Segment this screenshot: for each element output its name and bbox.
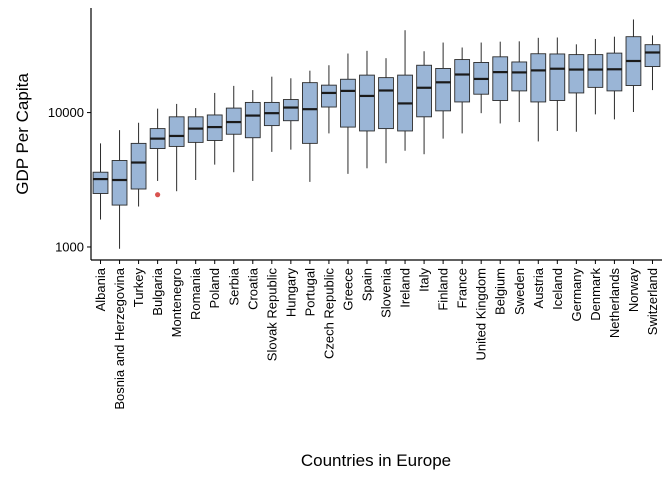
- box-iqr: [606, 52, 623, 92]
- x-tick-label: Denmark: [588, 268, 603, 321]
- x-tick-label: Serbia: [226, 267, 241, 305]
- box-iqr: [130, 142, 147, 190]
- box-group: [454, 47, 471, 134]
- x-tick-label: Germany: [569, 268, 584, 322]
- box-group: [473, 42, 490, 114]
- x-tick-label: Turkey: [131, 268, 146, 308]
- x-tick-label: Greece: [340, 268, 355, 311]
- box-iqr: [359, 74, 375, 132]
- x-axis-title: Countries in Europe: [301, 451, 451, 470]
- box-group: [92, 143, 109, 220]
- plot-marks: [92, 19, 661, 249]
- box-iqr: [587, 54, 604, 88]
- box-iqr: [340, 78, 356, 128]
- box-group: [340, 53, 356, 174]
- box-group: [530, 37, 547, 142]
- box-iqr: [111, 160, 128, 206]
- y-axis-ticks: 1000 10000: [48, 105, 91, 254]
- x-tick-label: Norway: [626, 268, 641, 313]
- x-axis-ticks: Albania Bosnia and Herzegovina Turkey Bulga…: [93, 260, 660, 410]
- box-group: [568, 44, 585, 132]
- x-tick-label: United Kingdom: [474, 268, 489, 361]
- x-tick-label: Bosnia and Herzegovina: [112, 267, 127, 409]
- box-group: [187, 108, 204, 181]
- box-iqr: [435, 67, 451, 112]
- box-iqr: [549, 53, 566, 101]
- box-group: [206, 92, 223, 165]
- box-group: [587, 38, 604, 115]
- box-group: [549, 37, 566, 131]
- x-tick-label: Slovenia: [379, 267, 394, 318]
- box-group: [606, 36, 623, 120]
- outlier-point: [155, 192, 161, 198]
- x-tick-label: Romania: [188, 267, 203, 320]
- box-iqr: [568, 54, 585, 94]
- box-group: [492, 41, 509, 124]
- box-group: [416, 51, 432, 155]
- y-tick-label: 10000: [48, 105, 84, 120]
- box-iqr: [282, 99, 299, 122]
- box-iqr: [530, 53, 547, 103]
- y-tick-label: 1000: [55, 239, 84, 254]
- box-group: [625, 19, 642, 112]
- x-tick-label: Sweden: [512, 268, 527, 315]
- box-iqr: [92, 171, 109, 194]
- x-tick-label: Switzerland: [645, 268, 660, 335]
- box-group: [302, 70, 318, 182]
- box-group: [111, 130, 128, 249]
- box-iqr: [302, 82, 318, 144]
- box-iqr: [644, 44, 661, 68]
- box-iqr: [511, 61, 528, 92]
- box-group: [644, 35, 661, 91]
- box-group: [263, 76, 280, 152]
- x-tick-label: Montenegro: [169, 268, 184, 337]
- box-iqr: [378, 77, 394, 130]
- x-tick-label: Belgium: [493, 268, 508, 315]
- box-iqr: [168, 116, 185, 147]
- x-tick-label: France: [455, 268, 470, 308]
- box-iqr: [244, 101, 261, 139]
- x-tick-label: Slovak Republic: [264, 268, 279, 362]
- box-iqr: [492, 56, 509, 101]
- x-tick-label: Bulgaria: [150, 267, 165, 315]
- box-group: [435, 42, 451, 139]
- x-tick-label: Italy: [417, 268, 432, 292]
- box-group: [321, 65, 337, 134]
- x-tick-label: Czech Republic: [321, 268, 336, 360]
- box-group: [168, 103, 185, 192]
- box-group: [244, 90, 261, 181]
- x-tick-label: Poland: [207, 268, 222, 308]
- x-tick-label: Ireland: [398, 268, 413, 308]
- box-group: [225, 85, 242, 173]
- box-group: [378, 58, 394, 164]
- x-tick-label: Spain: [359, 268, 374, 301]
- x-tick-label: Austria: [531, 267, 546, 308]
- box-group: [149, 108, 166, 198]
- x-tick-label: Hungary: [283, 268, 298, 318]
- x-tick-label: Finland: [436, 268, 451, 311]
- box-group: [130, 122, 147, 207]
- y-axis-title: GDP Per Capita: [13, 73, 32, 195]
- x-tick-label: Iceland: [550, 268, 565, 310]
- box-iqr: [454, 59, 471, 103]
- box-group: [282, 78, 299, 150]
- x-tick-label: Croatia: [245, 267, 260, 310]
- box-group: [397, 30, 413, 151]
- x-tick-label: Albania: [93, 267, 108, 311]
- box-iqr: [321, 84, 337, 108]
- box-iqr: [416, 64, 432, 118]
- box-group: [511, 41, 528, 123]
- box-group: [359, 50, 375, 169]
- x-tick-label: Netherlands: [607, 268, 622, 339]
- x-tick-label: Portugal: [302, 268, 317, 317]
